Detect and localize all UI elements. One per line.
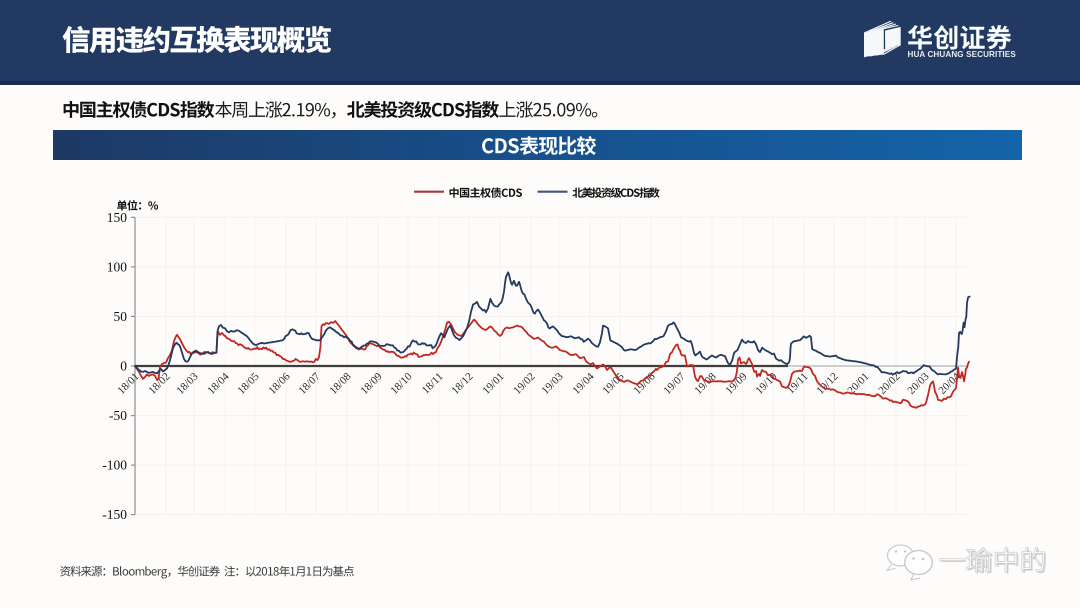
svg-text:19/04: 19/04 [570, 370, 597, 397]
svg-text:-50: -50 [109, 408, 127, 423]
svg-text:100: 100 [107, 260, 128, 275]
svg-text:-100: -100 [102, 458, 127, 473]
svg-text:18/10: 18/10 [388, 370, 415, 397]
svg-text:19/01: 19/01 [480, 371, 506, 397]
svg-text:18/08: 18/08 [327, 370, 354, 397]
svg-text:19/07: 19/07 [661, 370, 688, 397]
svg-text:18/07: 18/07 [296, 370, 323, 397]
svg-text:18/11: 18/11 [420, 371, 446, 397]
svg-text:19/03: 19/03 [539, 370, 566, 397]
svg-text:50: 50 [114, 309, 128, 324]
svg-text:19/02: 19/02 [511, 371, 537, 397]
svg-text:150: 150 [107, 210, 128, 225]
svg-text:18/03: 18/03 [174, 370, 201, 397]
svg-text:18/12: 18/12 [449, 371, 475, 397]
svg-text:19/08: 19/08 [692, 370, 719, 397]
svg-text:0: 0 [120, 359, 127, 374]
svg-text:-150: -150 [102, 507, 127, 522]
svg-text:18/09: 18/09 [358, 370, 385, 397]
svg-text:18/01: 18/01 [115, 371, 141, 397]
svg-text:18/05: 18/05 [235, 370, 262, 397]
svg-text:19/05: 19/05 [600, 370, 627, 397]
svg-text:18/04: 18/04 [205, 370, 232, 397]
svg-text:HUA CHUANG SECURITIES: HUA CHUANG SECURITIES [908, 50, 1017, 59]
svg-text:18/06: 18/06 [266, 370, 293, 397]
